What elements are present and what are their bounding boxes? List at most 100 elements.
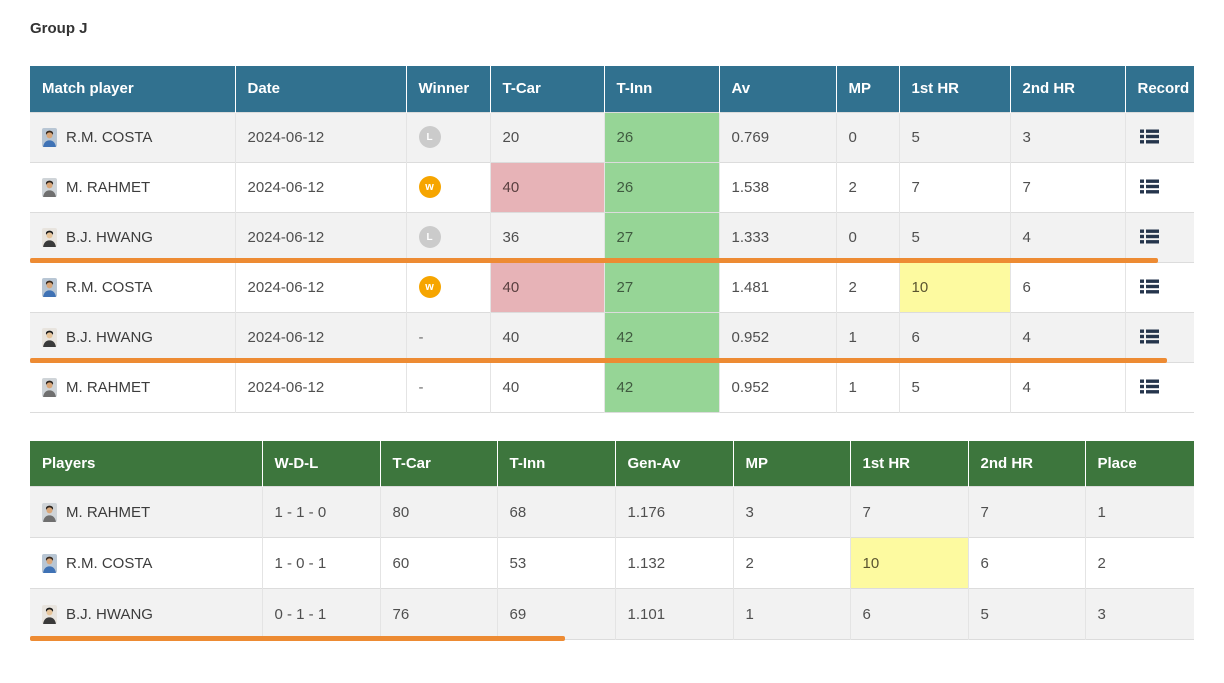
column-header-gen-av: Gen-Av <box>614 440 733 487</box>
value-cell: 4 <box>1009 311 1125 362</box>
value-cell: 6 <box>849 588 968 640</box>
value-cell: 1.481 <box>718 261 836 312</box>
record-list-icon[interactable] <box>1138 377 1161 396</box>
value-cell: 0 <box>835 111 899 162</box>
player-avatar-icon <box>42 604 57 624</box>
player-cell: B.J. HWANG <box>30 311 235 362</box>
winner-cell: w <box>405 261 490 312</box>
value-cell: 6 <box>967 537 1085 589</box>
value-cell: 42 <box>603 361 719 412</box>
value-cell: 10 <box>849 537 968 589</box>
value-cell: 53 <box>496 537 615 589</box>
player-name: R.M. COSTA <box>66 278 153 296</box>
value-cell: 40 <box>489 261 604 312</box>
record-cell <box>1124 161 1194 212</box>
record-list-icon[interactable] <box>1138 177 1161 196</box>
player-avatar-icon <box>42 377 57 397</box>
value-cell: 0.952 <box>718 361 836 412</box>
orange-divider-bar <box>30 258 1158 263</box>
column-header-t-inn: T-Inn <box>603 66 719 112</box>
player-name: R.M. COSTA <box>66 128 153 146</box>
win-badge: w <box>418 176 441 198</box>
column-header-2nd-hr: 2nd HR <box>967 440 1085 487</box>
value-cell: 4 <box>1009 361 1125 412</box>
match-results-section: Match player Date Winner T-Car T-Inn Av MP 1st … <box>30 66 1194 413</box>
column-header-w-d-l: W-D-L <box>261 440 380 487</box>
value-cell: 2024-06-12 <box>234 161 406 212</box>
value-cell: 1.333 <box>718 211 836 262</box>
column-header-date: Date <box>234 66 406 112</box>
value-cell: 40 <box>489 161 604 212</box>
no-winner-dash: - <box>418 378 424 396</box>
standings-row: R.M. COSTA 1 - 0 - 1 60 53 1.132 2 10 6 2 <box>30 537 1194 589</box>
record-list-icon[interactable] <box>1138 127 1161 146</box>
value-cell: 6 <box>898 311 1010 362</box>
value-cell: 10 <box>898 261 1010 312</box>
value-cell: 2024-06-12 <box>234 311 406 362</box>
player-avatar-icon <box>42 177 57 197</box>
value-cell: 2024-06-12 <box>234 111 406 162</box>
value-cell: 2 <box>732 537 850 589</box>
no-winner-dash: - <box>418 328 424 346</box>
column-header-record: Record <box>1124 66 1194 112</box>
value-cell: 2 <box>835 161 899 212</box>
player-cell: M. RAHMET <box>30 161 235 212</box>
value-cell: 1 <box>835 311 899 362</box>
value-cell: 1.538 <box>718 161 836 212</box>
value-cell: 69 <box>496 588 615 640</box>
record-cell <box>1124 311 1194 362</box>
column-header-mp: MP <box>732 440 850 487</box>
match-row: R.M. COSTA 2024-06-12 L 20 26 0.769 0 5 3 <box>30 111 1194 162</box>
standings-header-row: Players W-D-L T-Car T-Inn Gen-Av MP 1st HR 2nd … <box>30 440 1194 487</box>
match-header-row: Match player Date Winner T-Car T-Inn Av MP 1st … <box>30 66 1194 112</box>
player-cell: M. RAHMET <box>30 361 235 412</box>
page-title: Group J <box>30 20 88 37</box>
value-cell: 2 <box>835 261 899 312</box>
record-list-icon[interactable] <box>1138 327 1161 346</box>
value-cell: 0.769 <box>718 111 836 162</box>
value-cell: 5 <box>898 111 1010 162</box>
player-name: B.J. HWANG <box>66 328 153 346</box>
value-cell: 0.952 <box>718 311 836 362</box>
value-cell: 80 <box>379 486 497 538</box>
record-list-icon[interactable] <box>1138 227 1161 246</box>
value-cell: 4 <box>1009 211 1125 262</box>
value-cell: 1.176 <box>614 486 733 538</box>
winner-cell: L <box>405 111 490 162</box>
value-cell: 26 <box>603 111 719 162</box>
winner-cell: L <box>405 211 490 262</box>
value-cell: 7 <box>1009 161 1125 212</box>
value-cell: 7 <box>898 161 1010 212</box>
value-cell: 60 <box>379 537 497 589</box>
record-cell <box>1124 261 1194 312</box>
winner-cell: - <box>405 311 490 362</box>
loss-badge: L <box>418 126 441 148</box>
value-cell: 27 <box>603 211 719 262</box>
value-cell: 26 <box>603 161 719 212</box>
value-cell: 6 <box>1009 261 1125 312</box>
value-cell: 36 <box>489 211 604 262</box>
win-badge: w <box>418 276 441 298</box>
match-row: M. RAHMET 2024-06-12 w 40 26 1.538 2 7 7 <box>30 161 1194 212</box>
value-cell: 2024-06-12 <box>234 361 406 412</box>
player-cell: B.J. HWANG <box>30 588 262 640</box>
player-cell: B.J. HWANG <box>30 211 235 262</box>
column-header-1st-hr: 1st HR <box>898 66 1010 112</box>
record-cell <box>1124 361 1194 412</box>
orange-divider-bar <box>30 635 565 641</box>
winner-cell: w <box>405 161 490 212</box>
record-list-icon[interactable] <box>1138 277 1161 296</box>
column-header-match-player: Match player <box>30 66 235 112</box>
record-cell <box>1124 111 1194 162</box>
player-avatar-icon <box>42 502 57 522</box>
value-cell: 1 - 0 - 1 <box>261 537 380 589</box>
value-cell: 1.101 <box>614 588 733 640</box>
player-cell: R.M. COSTA <box>30 537 262 589</box>
column-header-mp: MP <box>835 66 899 112</box>
column-header-players: Players <box>30 440 262 487</box>
match-row: B.J. HWANG 2024-06-12- 40 42 0.952 1 6 4 <box>30 311 1194 362</box>
player-name: M. RAHMET <box>66 503 151 521</box>
record-cell <box>1124 211 1194 262</box>
value-cell: 42 <box>603 311 719 362</box>
value-cell: 3 <box>732 486 850 538</box>
